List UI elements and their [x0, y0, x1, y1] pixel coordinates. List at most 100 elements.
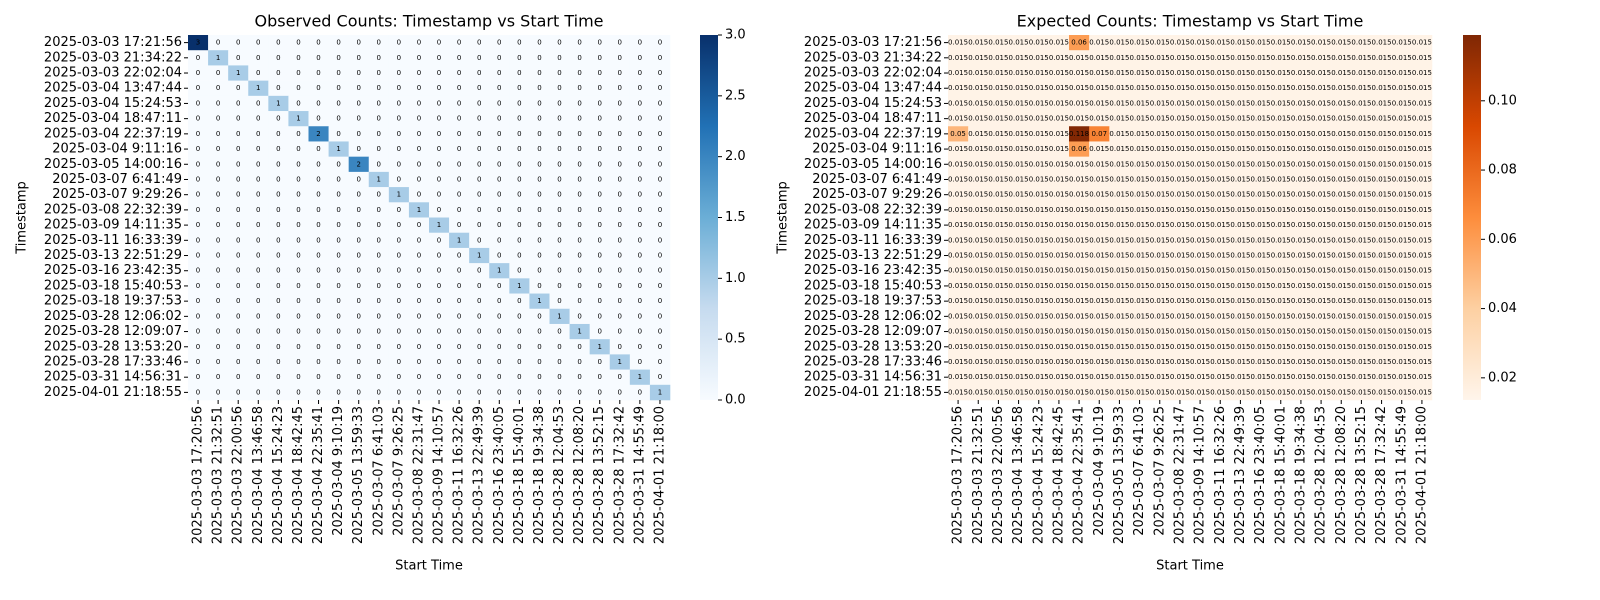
heatmap-cell [308, 369, 329, 386]
cell-annotation: 0 [417, 145, 421, 153]
heatmap-cell [1250, 187, 1271, 203]
cell-annotation: 0 [417, 160, 421, 168]
x-tick-label: 2025-03-08 22:31:47 [411, 406, 426, 544]
cell-annotation: 0 [437, 343, 441, 351]
heatmap-cell [388, 293, 410, 310]
heatmap-cell [988, 278, 1009, 294]
cell-annotation: 0 [517, 175, 521, 183]
heatmap-cell [228, 232, 249, 249]
heatmap-cell [1169, 202, 1191, 218]
heatmap-cell [968, 293, 989, 310]
cell-annotation: 1 [537, 297, 541, 305]
cell-annotation: 0.015 [1351, 130, 1371, 138]
heatmap-cell [208, 293, 229, 310]
cell-annotation: 0.015 [1412, 328, 1432, 336]
cell-annotation: 0.015 [1170, 221, 1190, 229]
cell-annotation: 0.015 [1190, 39, 1210, 47]
cell-annotation: 0 [417, 236, 421, 244]
cell-annotation: 0 [638, 175, 642, 183]
heatmap-cell [1290, 293, 1312, 310]
heatmap-cell [1290, 384, 1312, 401]
cell-annotation: 0 [196, 99, 200, 107]
heatmap-cell [968, 35, 989, 51]
cell-annotation: 0.015 [1392, 373, 1412, 381]
heatmap-cell [629, 80, 651, 97]
cell-annotation: 0.015 [1089, 39, 1109, 47]
cell-annotation: 0 [336, 328, 340, 336]
heatmap-cell [549, 126, 570, 142]
cell-annotation: 0.015 [1291, 130, 1311, 138]
cell-annotation: 0 [336, 206, 340, 214]
cell-annotation: 0.015 [1069, 282, 1089, 290]
cell-annotation: 0 [296, 160, 300, 168]
heatmap-cell [629, 293, 651, 310]
cell-annotation: 0 [276, 54, 280, 62]
cell-annotation: 0 [216, 145, 220, 153]
heatmap-cell [1129, 80, 1150, 97]
heatmap-cell [408, 354, 430, 370]
heatmap-cell [649, 354, 671, 370]
heatmap-cell [1069, 187, 1090, 203]
cell-annotation: 0 [437, 130, 441, 138]
cell-annotation: 0 [316, 343, 320, 351]
y-tick-label: 2025-03-28 13:53:20 [804, 339, 942, 354]
heatmap-cell [469, 217, 490, 234]
heatmap-cell [1069, 202, 1090, 218]
heatmap-cell [1270, 278, 1292, 294]
heatmap-cell [489, 187, 510, 203]
cell-annotation: 0 [236, 206, 240, 214]
heatmap-cell [549, 384, 570, 401]
cell-annotation: 0 [196, 282, 200, 290]
heatmap-cell [1290, 278, 1312, 294]
cell-annotation: 0 [276, 115, 280, 123]
cell-annotation: 0.015 [1311, 267, 1331, 275]
cell-annotation: 0.015 [1049, 252, 1069, 260]
heatmap-cell [1311, 95, 1332, 112]
cell-annotation: 0.015 [1230, 343, 1250, 351]
cell-annotation: 2 [356, 160, 360, 168]
cell-annotation: 0.015 [1392, 84, 1412, 92]
cell-annotation: 0.015 [1351, 84, 1371, 92]
heatmap-cell [1048, 50, 1070, 66]
heatmap-cell [529, 323, 550, 340]
x-tick-label: 2025-03-05 13:59:33 [351, 406, 366, 544]
cell-annotation: 0.015 [948, 221, 968, 229]
heatmap-cell [348, 35, 370, 51]
heatmap-cell [1311, 354, 1332, 370]
cell-annotation: 0 [618, 191, 622, 199]
cell-annotation: 0 [417, 297, 421, 305]
heatmap-cell [629, 95, 651, 112]
heatmap-cell [1069, 308, 1090, 325]
heatmap-cell [569, 111, 590, 127]
heatmap-cell [509, 156, 530, 173]
cell-annotation: 0.015 [1069, 328, 1089, 336]
heatmap-cell [629, 217, 651, 234]
cell-annotation: 0 [276, 252, 280, 260]
heatmap-cell [1230, 171, 1251, 188]
heatmap-cell [1008, 339, 1029, 355]
heatmap-cell [188, 35, 209, 51]
heatmap-cell [1331, 202, 1352, 218]
heatmap-cell [569, 80, 590, 97]
heatmap-cell [988, 384, 1009, 401]
cell-annotation: 0.015 [1150, 130, 1170, 138]
cell-annotation: 1 [216, 54, 220, 62]
heatmap-cell [549, 187, 570, 203]
cell-annotation: 0.015 [1412, 388, 1432, 396]
heatmap-cell [1391, 187, 1413, 203]
cell-annotation: 0 [557, 358, 561, 366]
heatmap-cell [1331, 171, 1352, 188]
cell-annotation: 0 [216, 84, 220, 92]
cell-annotation: 0.015 [1372, 328, 1392, 336]
heatmap-cell [1169, 111, 1191, 127]
cell-annotation: 0 [517, 312, 521, 320]
cell-annotation: 0 [336, 130, 340, 138]
cell-annotation: 0.015 [1271, 115, 1291, 123]
heatmap-cell [609, 80, 631, 97]
cell-annotation: 0 [658, 328, 662, 336]
heatmap-cell [449, 217, 470, 234]
heatmap-cell [629, 35, 651, 51]
y-tick-label: 2025-03-03 17:21:56 [44, 35, 182, 50]
heatmap-cell [408, 156, 430, 173]
heatmap-cell [1169, 156, 1191, 173]
